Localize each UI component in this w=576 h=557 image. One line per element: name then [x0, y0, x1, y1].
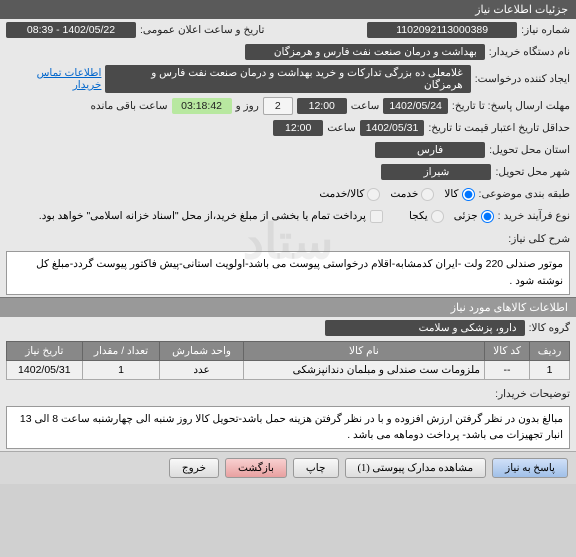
buyer-notes: مبالغ بدون در نظر گرفتن ارزش افزوده و با…: [6, 406, 570, 450]
th-code: کد کالا: [485, 341, 530, 360]
min-valid-date: 1402/05/31: [360, 120, 425, 136]
saat2: ساعت: [327, 122, 356, 134]
desc-label: شرح کلی نیاز:: [508, 229, 570, 245]
countdown: 03:18:42: [172, 98, 232, 114]
buyer-notes-label: توضیحات خریدار:: [495, 384, 570, 400]
print-button[interactable]: چاپ: [293, 458, 339, 478]
deadline-label: مهلت ارسال پاسخ: تا تاریخ:: [452, 100, 570, 112]
th-name: نام کالا: [243, 341, 484, 360]
announce-label: تاریخ و ساعت اعلان عمومی:: [140, 24, 264, 36]
group-label: گروه کالا:: [529, 322, 570, 334]
min-valid-time: 12:00: [273, 120, 323, 136]
th-date: تاریخ نیاز: [7, 341, 83, 360]
desc-text: موتور صندلی 220 ولت -ایران کدمشابه-اقلام…: [6, 251, 570, 295]
td-date: 1402/05/31: [7, 360, 83, 379]
min-valid-label: حداقل تاریخ اعتبار قیمت تا تاریخ:: [428, 122, 570, 134]
need-no-label: شماره نیاز:: [521, 24, 570, 36]
cat-label: طبقه بندی موضوعی:: [479, 188, 570, 200]
th-row: ردیف: [530, 341, 570, 360]
radio-both: [367, 188, 380, 201]
td-qty: 1: [82, 360, 160, 379]
days-left: 2: [263, 97, 293, 115]
radio-goods[interactable]: [462, 188, 475, 201]
td-code: --: [485, 360, 530, 379]
need-no-value: 1102092113000389: [367, 22, 517, 38]
table-row[interactable]: 1 -- ملزومات ست صندلی و مبلمان دندانپزشک…: [7, 360, 570, 379]
td-name: ملزومات ست صندلی و مبلمان دندانپزشکی: [243, 360, 484, 379]
radio-service: [421, 188, 434, 201]
radio-goods-lbl: کالا: [444, 188, 458, 200]
radio-partial[interactable]: [481, 210, 494, 223]
exit-button[interactable]: خروج: [169, 458, 219, 478]
radio-full: [431, 210, 444, 223]
saat1: ساعت: [351, 100, 380, 112]
contact-link[interactable]: اطلاعات تماس خریدار: [6, 67, 101, 91]
pay-checkbox: [370, 210, 383, 223]
back-button[interactable]: بازگشت: [225, 458, 287, 478]
province-label: استان محل تحویل:: [489, 144, 570, 156]
deadline-time: 12:00: [297, 98, 347, 114]
city-value: شیراز: [381, 164, 491, 180]
th-unit: واحد شمارش: [160, 341, 243, 360]
window-title: جزئیات اطلاعات نیاز: [0, 0, 576, 19]
th-qty: تعداد / مقدار: [82, 341, 160, 360]
radio-both-lbl: کالا/خدمت: [319, 188, 364, 200]
announce-value: 1402/05/22 - 08:39: [6, 22, 136, 38]
radio-partial-lbl: جزئی: [454, 210, 478, 222]
category-radios: کالا خدمت کالا/خدمت: [319, 188, 474, 201]
td-row: 1: [530, 360, 570, 379]
day-word: روز و: [236, 100, 259, 112]
goods-table: ردیف کد کالا نام کالا واحد شمارش تعداد /…: [6, 341, 570, 380]
remain-label: ساعت باقی مانده: [91, 100, 168, 112]
buyer-label: نام دستگاه خریدار:: [489, 46, 570, 58]
city-label: شهر محل تحویل:: [495, 166, 570, 178]
deadline-date: 1402/05/24: [383, 98, 448, 114]
td-unit: عدد: [160, 360, 243, 379]
radio-service-lbl: خدمت: [390, 188, 418, 200]
creator-label: ایجاد کننده درخواست:: [475, 73, 570, 85]
group-value: دارو، پزشکی و سلامت: [325, 320, 525, 336]
province-value: فارس: [375, 142, 485, 158]
buy-type-radios: جزئی یکجا: [409, 210, 494, 223]
view-attachments-button[interactable]: مشاهده مدارک پیوستی (1): [345, 458, 487, 478]
buyer-value: بهداشت و درمان صنعت نفت فارس و هرمزگان: [245, 44, 485, 60]
creator-value: غلامعلی ده بزرگی تدارکات و خرید بهداشت و…: [105, 65, 470, 93]
pay-note: پرداخت تمام یا بخشی از مبلغ خرید،از محل …: [39, 210, 366, 222]
radio-full-lbl: یکجا: [409, 210, 428, 222]
respond-button[interactable]: پاسخ به نیاز: [492, 458, 568, 478]
section-goods-header: اطلاعات کالاهای مورد نیاز: [0, 297, 576, 317]
buy-type-label: نوع فرآیند خرید :: [498, 210, 570, 222]
